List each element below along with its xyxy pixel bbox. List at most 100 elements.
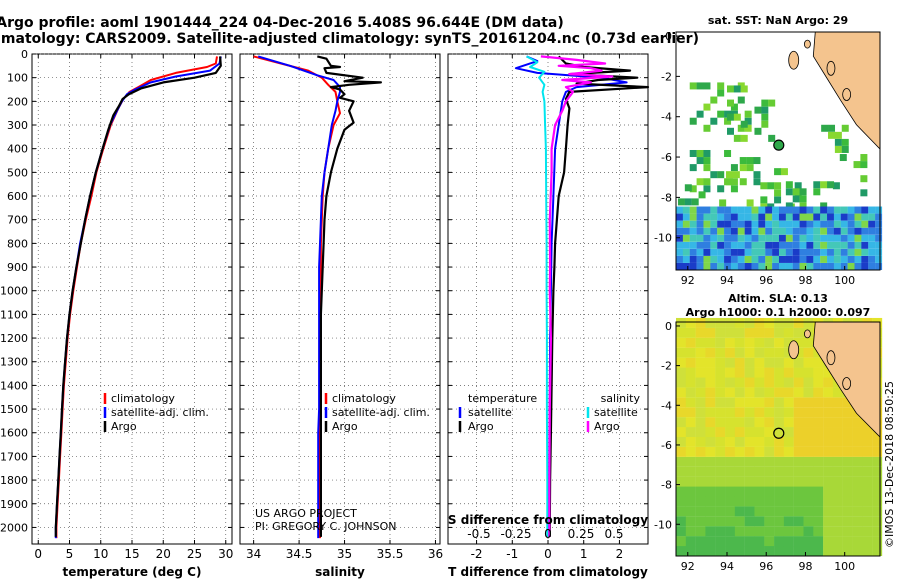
sst-cell: [875, 227, 883, 235]
diff-legend-label: satellite: [594, 406, 638, 419]
sla-cell: [705, 397, 716, 408]
sla-cell: [685, 357, 696, 368]
sst-cell: [682, 227, 690, 235]
sst-cell: [737, 213, 745, 221]
sst-cell: [833, 213, 841, 221]
sla-cell: [744, 337, 755, 348]
sst-cell: [696, 178, 704, 186]
sla_map-ytick-label: -8: [661, 479, 672, 492]
sla-cell: [754, 466, 765, 477]
sst-cell: [833, 241, 841, 249]
sla-cell: [783, 476, 794, 487]
sla-cell: [803, 536, 814, 547]
sla-cell: [832, 496, 843, 507]
sst_map-ytick-label: -8: [661, 191, 672, 204]
sla-cell: [852, 417, 863, 428]
sla-cell: [803, 486, 814, 497]
sst-cell: [833, 248, 841, 256]
sst-cell: [682, 263, 690, 270]
sla-cell: [783, 407, 794, 418]
sla-cell: [852, 526, 863, 537]
sst-cell: [806, 206, 814, 214]
sla-cell: [774, 357, 785, 368]
sla-cell: [725, 347, 736, 358]
sla-cell: [744, 526, 755, 537]
sst-cell: [758, 213, 766, 221]
sla-cell: [715, 486, 726, 497]
sla-cell: [725, 367, 736, 378]
sla-cell: [754, 367, 765, 378]
sla-cell: [725, 466, 736, 477]
sla-cell: [774, 436, 785, 447]
sla-cell: [783, 397, 794, 408]
sst-cell: [696, 248, 704, 256]
sla-cell: [754, 327, 765, 338]
sla-cell: [852, 427, 863, 438]
sla-cell: [744, 377, 755, 388]
sla-cell: [832, 536, 843, 547]
sla-cell: [676, 387, 686, 398]
sst-cell: [799, 227, 807, 235]
sst-cell: [737, 124, 745, 132]
sst-cell: [689, 149, 697, 157]
sst-cell: [806, 213, 814, 221]
sst-cell: [689, 117, 697, 125]
sla-cell: [676, 546, 686, 556]
sla-cell: [695, 357, 706, 368]
sst-cell: [827, 181, 835, 189]
sla_map-island: [842, 377, 852, 390]
sst-cell: [761, 113, 769, 121]
sst-cell: [689, 255, 697, 263]
sla-cell: [725, 317, 736, 328]
sst-cell: [768, 134, 776, 142]
sla-cell: [764, 347, 775, 358]
sla-cell: [842, 446, 853, 457]
sst-cell: [778, 263, 786, 270]
sla-cell: [715, 407, 726, 418]
sla-cell: [803, 526, 814, 537]
sst-cell: [760, 196, 768, 204]
sla-cell: [705, 446, 716, 457]
salinity-xtick-label: 35.5: [377, 547, 404, 561]
sla-cell: [754, 317, 765, 328]
sla-cell: [685, 516, 696, 527]
sst-cell: [733, 134, 741, 142]
sla-cell: [754, 546, 765, 556]
sla-cell: [705, 436, 716, 447]
sst-cell: [717, 82, 725, 90]
sla-cell: [705, 347, 716, 358]
sst-cell: [861, 255, 869, 263]
sst-cell: [875, 220, 883, 228]
sst-cell: [827, 227, 835, 235]
sla-cell: [764, 456, 775, 467]
sla-cell: [832, 456, 843, 467]
sla-cell: [715, 506, 726, 517]
sla-cell: [725, 436, 736, 447]
sla-cell: [676, 436, 686, 447]
sst-cell: [799, 202, 807, 210]
sst-cell: [854, 255, 862, 263]
sla-cell: [783, 357, 794, 368]
sla-cell: [783, 536, 794, 547]
sla-cell: [832, 397, 843, 408]
sla-cell: [774, 466, 785, 477]
sst-cell: [758, 234, 766, 242]
sla-cell: [685, 466, 696, 477]
sst-cell: [820, 241, 828, 249]
sla-cell: [803, 357, 814, 368]
sst-cell: [778, 206, 786, 214]
sst-cell: [861, 206, 869, 214]
sla-cell: [685, 417, 696, 428]
sst-cell: [724, 213, 732, 221]
sla-cell: [695, 546, 706, 556]
sst-cell: [833, 255, 841, 263]
sst-cell: [703, 149, 711, 157]
difference-series-line: [540, 55, 614, 537]
sst-cell: [696, 149, 704, 157]
sst-cell: [730, 241, 738, 249]
sla-cell: [764, 536, 775, 547]
sst-cell: [813, 188, 821, 196]
sst-cell: [740, 85, 748, 93]
argo-float-marker: [773, 427, 785, 439]
sla-cell: [676, 486, 686, 497]
